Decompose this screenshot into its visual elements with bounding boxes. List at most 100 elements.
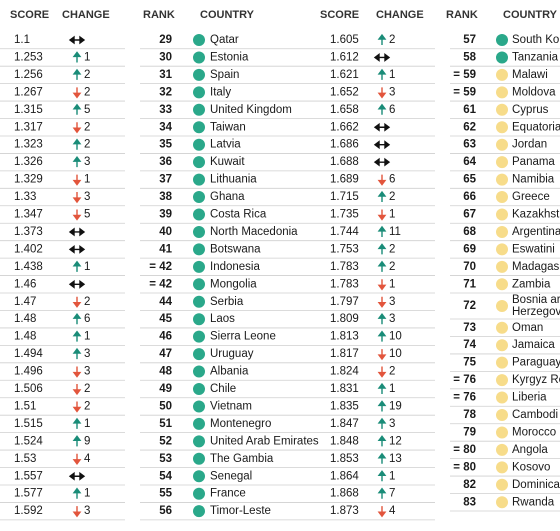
score: 1.605 <box>330 34 359 46</box>
change-value: 3 <box>389 418 395 430</box>
rank: 41 <box>159 243 172 255</box>
rank: 31 <box>159 69 172 81</box>
score: 1.735 <box>330 209 359 221</box>
change-value: 1 <box>84 488 90 500</box>
score: 1.53 <box>14 453 36 465</box>
score: 1.577 <box>14 488 43 500</box>
status-dot <box>496 51 508 64</box>
status-dot <box>193 225 205 238</box>
arrow-down <box>377 279 387 291</box>
score: 1.658 <box>330 104 359 116</box>
rank: 63 <box>463 139 476 151</box>
country: Kosovo <box>512 461 550 473</box>
country: Tanzania <box>512 51 559 63</box>
rank: 70 <box>463 261 476 273</box>
score: 1.753 <box>330 243 359 255</box>
score: 1.494 <box>14 348 43 360</box>
arrow-up <box>72 417 82 429</box>
change-value: 11 <box>389 226 401 238</box>
arrow-same <box>68 245 86 254</box>
score: 1.612 <box>330 51 359 63</box>
arrow-same <box>373 122 391 132</box>
score: 1.329 <box>14 174 43 186</box>
status-dot <box>496 409 508 421</box>
change-value: 7 <box>389 488 395 500</box>
score: 1.813 <box>330 331 359 343</box>
score: 1.48 <box>14 331 36 343</box>
country: Malawi <box>512 69 548 81</box>
status-dot <box>496 356 508 369</box>
score: 1.33 <box>14 191 36 203</box>
status-dot <box>193 452 205 465</box>
arrow-up <box>377 313 387 325</box>
arrow-up <box>377 260 387 272</box>
score: 1.783 <box>330 278 359 290</box>
rank: 75 <box>463 357 476 369</box>
score: 1.347 <box>14 209 43 221</box>
status-dot <box>193 173 205 186</box>
country: Mongolia <box>210 278 257 290</box>
arrow-up <box>377 382 387 394</box>
status-dot <box>496 225 508 238</box>
change-value: 2 <box>389 243 395 255</box>
arrow-up <box>72 347 82 360</box>
arrow-down <box>72 174 82 186</box>
country: Jordan <box>512 139 547 151</box>
status-dot <box>193 435 205 448</box>
change-value: 3 <box>389 296 395 308</box>
rank: 83 <box>463 496 476 508</box>
status-dot <box>193 103 205 116</box>
change-value: 2 <box>84 296 90 308</box>
rank: = 76 <box>453 392 476 404</box>
status-dot <box>496 34 508 46</box>
rank: 30 <box>159 51 172 63</box>
rank: 40 <box>159 226 172 238</box>
arrow-up <box>377 243 387 255</box>
status-dot <box>193 191 205 204</box>
status-dot <box>496 374 508 387</box>
score: 1.51 <box>14 400 36 412</box>
score: 1.715 <box>330 191 359 203</box>
score: 1.824 <box>330 366 359 378</box>
status-dot <box>496 243 508 256</box>
score: 1.817 <box>330 348 359 360</box>
country: Madagas <box>512 261 560 273</box>
change-value: 5 <box>84 209 90 221</box>
rank: 62 <box>463 121 476 133</box>
country: Argentina <box>512 226 560 238</box>
country: Lithuania <box>210 174 257 186</box>
change-value: 1 <box>84 261 90 273</box>
arrow-up <box>72 330 82 342</box>
change-value: 10 <box>389 331 402 343</box>
arrow-up <box>72 435 82 447</box>
change-value: 1 <box>84 418 90 430</box>
country: Rwanda <box>512 496 555 508</box>
column-header: SCORE <box>10 9 49 21</box>
status-dot <box>193 383 205 395</box>
rank: 58 <box>463 51 476 63</box>
status-dot <box>193 156 205 169</box>
rank: 72 <box>463 300 476 312</box>
change-value: 2 <box>84 139 90 151</box>
rank: 53 <box>159 453 172 465</box>
arrow-up <box>72 313 82 325</box>
score: 1.662 <box>330 121 359 133</box>
country: South Ko <box>512 34 559 46</box>
rank: 64 <box>463 156 476 168</box>
arrow-down <box>72 209 82 221</box>
rank: 68 <box>463 226 476 238</box>
arrow-down <box>72 384 82 396</box>
arrow-up <box>72 138 82 150</box>
arrow-down <box>377 174 387 186</box>
change-value: 5 <box>84 104 90 116</box>
country: Serbia <box>210 296 244 308</box>
arrow-up <box>377 103 387 115</box>
rank: 73 <box>463 322 476 334</box>
status-dot <box>193 138 205 151</box>
rank: 79 <box>463 426 476 438</box>
score: 1.848 <box>330 435 359 447</box>
score: 1.1 <box>14 34 30 46</box>
change-value: 10 <box>389 348 402 360</box>
rank: = 59 <box>453 86 476 98</box>
arrow-down <box>72 401 82 413</box>
